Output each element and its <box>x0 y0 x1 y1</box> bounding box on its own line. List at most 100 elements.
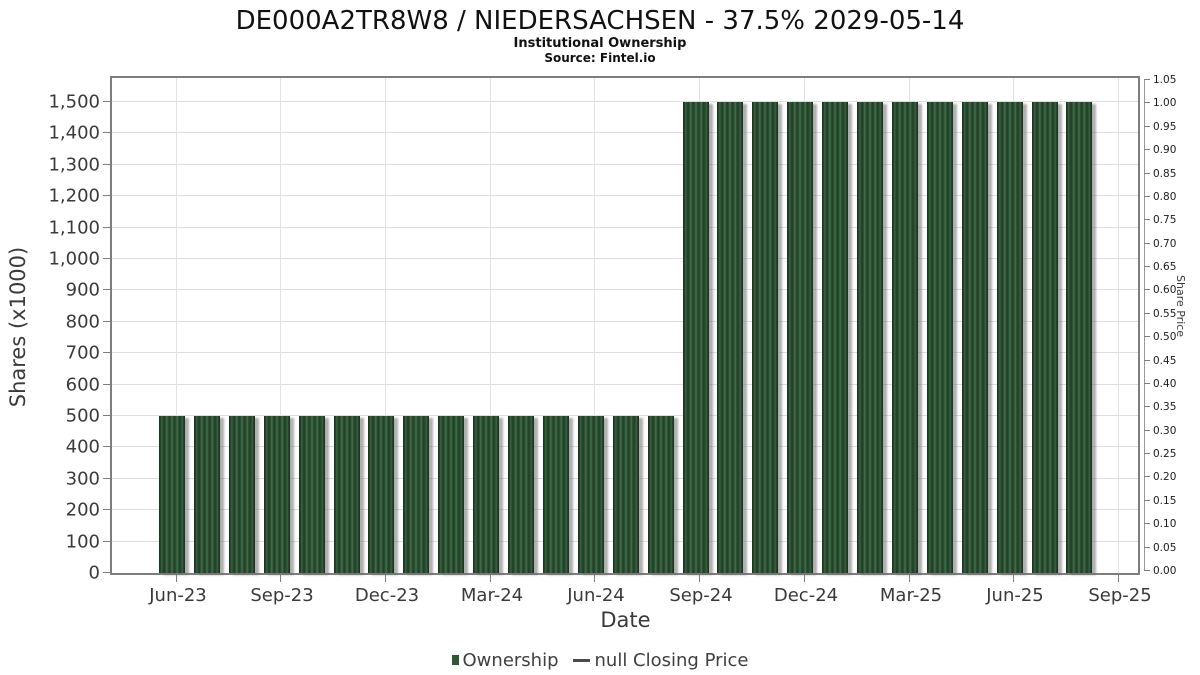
ownership-bar[interactable] <box>1066 102 1093 573</box>
y-right-tick <box>1144 289 1150 291</box>
y-left-tick-label: 900 <box>65 279 100 301</box>
y-right-tick-label: 0.95 <box>1153 120 1177 133</box>
y-right-tick <box>1144 79 1150 81</box>
gridline-h <box>112 289 1138 291</box>
ownership-bar[interactable] <box>333 416 360 573</box>
y-right-tick-label: 0.70 <box>1153 237 1177 250</box>
x-tick <box>385 575 386 582</box>
y-left-tick <box>103 572 110 573</box>
y-left-tick <box>103 101 110 102</box>
ownership-bar[interactable] <box>1031 102 1058 573</box>
y-right-tick-label: 1.00 <box>1153 97 1177 110</box>
ownership-bar[interactable] <box>647 416 674 573</box>
x-tick <box>1118 575 1119 582</box>
y-left-tick-label: 700 <box>65 342 100 364</box>
y-right-tick-label: 0.05 <box>1153 541 1177 554</box>
gridline-v <box>594 78 595 573</box>
ownership-bar[interactable] <box>403 416 430 573</box>
y-left-tick <box>103 258 110 259</box>
chart-subtitle: Institutional Ownership <box>513 36 687 51</box>
y-right-tick <box>1144 523 1150 525</box>
x-tick-label: Jun-23 <box>149 585 207 606</box>
legend: Ownership null Closing Price <box>0 648 1200 672</box>
y-left-tick-label: 100 <box>65 531 100 553</box>
ownership-bar[interactable] <box>228 416 255 573</box>
ownership-bar[interactable] <box>891 102 918 573</box>
ownership-bar[interactable] <box>263 416 290 573</box>
ownership-bar[interactable] <box>857 102 883 573</box>
ownership-bar[interactable] <box>159 416 185 573</box>
y-left-tick-label: 200 <box>65 499 100 521</box>
ownership-bar[interactable] <box>298 416 325 573</box>
y-right-tick <box>1144 149 1150 151</box>
y-right-tick-label: 0.20 <box>1153 471 1177 484</box>
y-left-tick <box>103 195 110 197</box>
legend-item-ownership[interactable]: Ownership <box>451 649 559 671</box>
x-tick <box>176 575 177 582</box>
gridline-h <box>112 195 1138 197</box>
y-axis-label-right: Share Price <box>1174 275 1187 338</box>
ownership-bar[interactable] <box>612 416 639 573</box>
y-right-tick <box>1144 546 1150 548</box>
ownership-bar[interactable] <box>193 416 220 573</box>
ownership-bar[interactable] <box>752 102 779 573</box>
y-left-tick <box>103 415 110 416</box>
gridline-v <box>176 78 177 573</box>
gridline-h <box>112 132 1138 134</box>
legend-item-closing-price[interactable]: null Closing Price <box>559 650 748 671</box>
y-right-tick <box>1144 125 1150 127</box>
y-left-tick-label: 1,500 <box>48 91 100 113</box>
y-right-tick <box>1144 382 1150 384</box>
y-right-tick <box>1144 336 1150 338</box>
right-axis-spine <box>1144 79 1145 570</box>
gridline-v <box>385 78 386 573</box>
y-right-tick <box>1144 406 1150 408</box>
y-left-tick-label: 400 <box>65 436 100 458</box>
ownership-bar[interactable] <box>961 102 988 573</box>
y-right-tick-label: 0.15 <box>1153 494 1177 507</box>
ownership-bar[interactable] <box>438 416 465 573</box>
ownership-bar[interactable] <box>717 102 744 573</box>
x-tick-label: Mar-25 <box>879 585 943 606</box>
closing-price-line-icon <box>572 658 590 662</box>
gridline-h <box>112 226 1138 228</box>
x-tick <box>909 575 910 582</box>
gridline-v <box>1118 78 1119 573</box>
y-right-tick-label: 0.25 <box>1153 448 1177 461</box>
ownership-legend-label: Ownership <box>462 649 559 671</box>
ownership-bar[interactable] <box>822 102 849 573</box>
y-left-tick <box>103 509 110 511</box>
y-right-tick-label: 0.45 <box>1153 354 1177 367</box>
y-right-tick <box>1144 476 1150 478</box>
x-tick <box>804 575 805 582</box>
gridline-h <box>112 320 1138 322</box>
ownership-bar[interactable] <box>577 416 604 573</box>
y-right-tick <box>1144 359 1150 361</box>
y-left-tick-label: 600 <box>65 374 100 396</box>
y-left-tick <box>103 320 110 322</box>
gridline-h <box>112 163 1138 165</box>
x-tick <box>594 575 595 582</box>
gridline-h <box>112 101 1138 102</box>
x-tick-label: Jun-24 <box>567 585 625 606</box>
x-tick-label: Dec-24 <box>773 585 839 606</box>
ownership-bar[interactable] <box>926 102 953 573</box>
y-right-tick <box>1144 102 1150 104</box>
y-right-tick <box>1144 429 1150 431</box>
ownership-bar[interactable] <box>682 102 709 573</box>
ownership-bar[interactable] <box>542 416 569 573</box>
x-tick-label: Jun-25 <box>986 585 1044 606</box>
x-tick <box>490 575 491 582</box>
y-right-tick <box>1144 242 1150 244</box>
gridline-v <box>490 78 491 573</box>
ownership-bar[interactable] <box>996 102 1023 573</box>
y-right-tick-label: 0.80 <box>1153 190 1177 203</box>
ownership-bar[interactable] <box>787 102 814 573</box>
gridline-v <box>280 78 281 573</box>
ownership-bar[interactable] <box>508 416 534 573</box>
ownership-bar[interactable] <box>473 416 500 573</box>
ownership-bar[interactable] <box>368 416 395 573</box>
gridline-h <box>112 258 1138 259</box>
x-tick-label: Sep-24 <box>669 585 733 606</box>
x-tick-label: Sep-23 <box>250 585 314 606</box>
